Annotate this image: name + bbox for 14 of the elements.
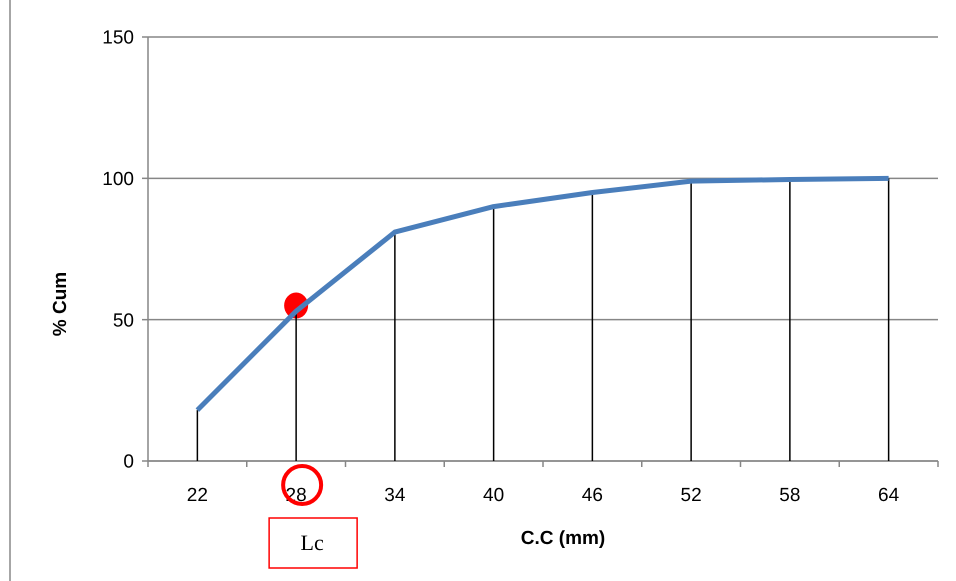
text: Lc [300, 530, 324, 555]
y-axis-title: % Cum [50, 272, 71, 336]
x-tick-label: 22 [186, 485, 208, 506]
x-tick-label: 40 [483, 485, 504, 506]
x-axis-title: C.C (mm) [520, 528, 606, 549]
x-tick-label: 58 [779, 485, 800, 506]
y-tick-label: 0 [123, 452, 134, 473]
x-tick-label: 46 [582, 485, 603, 506]
y-tick-label: 100 [102, 168, 134, 190]
y-tick-label: 150 [102, 28, 134, 49]
x-tick-label: 64 [878, 485, 900, 506]
x-tick-label: 34 [384, 485, 406, 506]
x-tick-label: 52 [680, 485, 702, 506]
y-tick-label: 50 [112, 310, 134, 332]
